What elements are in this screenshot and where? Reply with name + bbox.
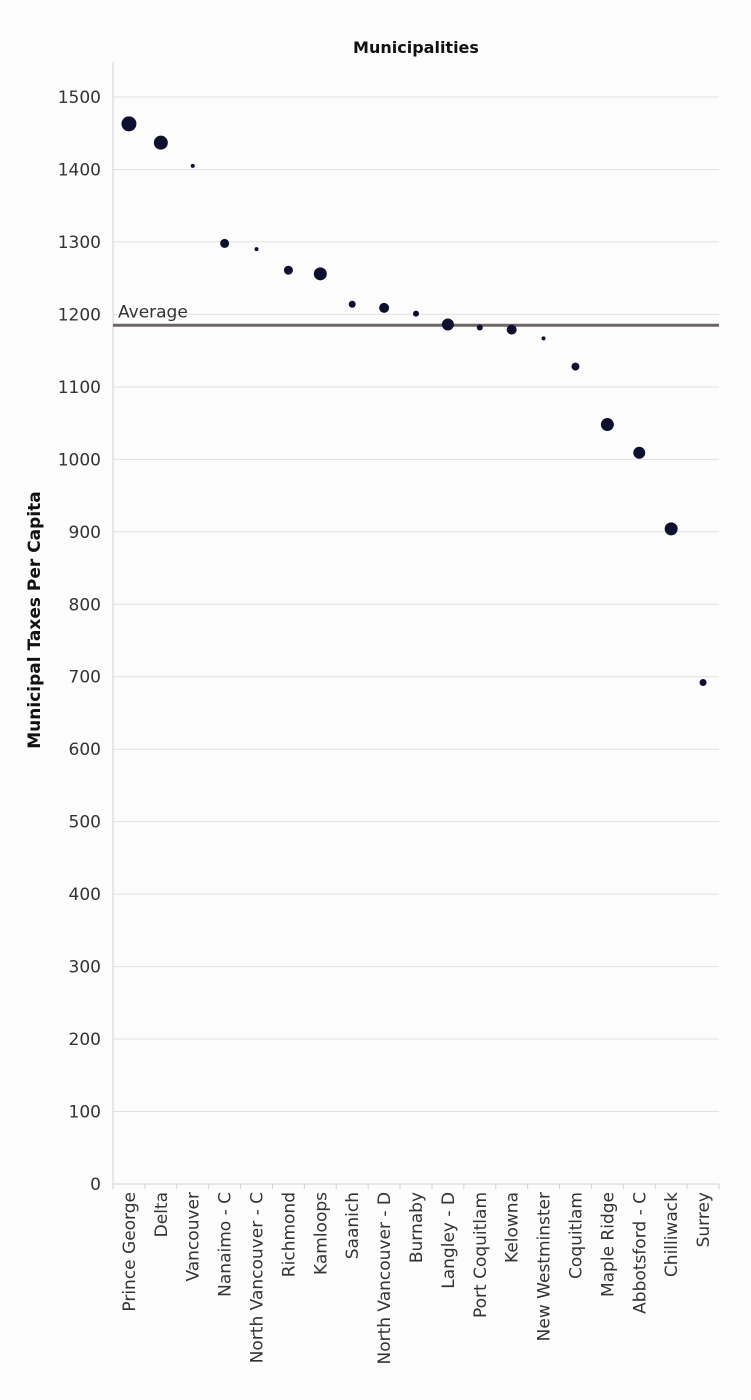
data-point [313,267,327,281]
average-label: Average [118,302,188,322]
x-category-label: Maple Ridge [598,1192,618,1297]
y-tick-label: 300 [69,958,101,978]
y-tick-label: 500 [69,813,101,833]
data-point [220,238,230,248]
data-point [571,362,580,371]
x-category-label: Port Coquitlam [471,1192,491,1318]
x-category-label: Burnaby [407,1192,427,1263]
x-category-labels: Prince George Delta Vancouver Nanaimo - C No… [120,1192,714,1365]
data-point [190,163,195,168]
y-tick-label: 1400 [58,160,101,180]
y-axis-label: Municipal Taxes Per Capita [25,491,45,748]
chart-title: Municipalities [353,38,479,57]
x-category-label: Chilliwack [662,1192,682,1277]
x-category-label: New Westminster [535,1192,555,1341]
x-category-label: Kelowna [503,1192,523,1263]
y-tick-label: 900 [69,523,101,543]
data-point [664,522,678,536]
data-point [506,324,517,335]
y-tick-label: 1200 [58,305,101,325]
y-tick-label: 0 [90,1175,101,1195]
y-tick-label: 600 [69,740,101,760]
data-point [348,300,356,308]
x-category-label: Kamloops [311,1192,331,1275]
data-point [413,310,419,317]
data-point [476,324,483,331]
x-category-label: Nanaimo - C [216,1192,236,1297]
data-point [699,679,707,687]
data-point [379,302,390,313]
x-category-label: Coquitlam [566,1192,586,1279]
axes [112,62,720,1189]
data-point [153,135,168,150]
data-point [121,116,137,132]
y-tick-label: 800 [69,595,101,615]
y-tick-label: 400 [69,885,101,905]
x-category-label: Prince George [120,1192,140,1312]
data-point [541,336,546,341]
average-reference: Average [113,302,719,327]
gridlines [113,96,719,1113]
x-category-label: Langley - D [439,1192,459,1289]
data-point [283,265,293,275]
y-tick-label: 1500 [58,88,101,108]
x-category-label: Saanich [343,1192,363,1259]
y-tick-labels: 0 100 200 300 400 500 600 700 800 900 1000 1100 1200… [58,88,101,1195]
y-tick-label: 700 [69,668,101,688]
y-tick-label: 1100 [58,378,101,398]
data-point [600,418,614,432]
x-category-label: North Vancouver - C [248,1192,268,1363]
x-category-label: Abbotsford - C [630,1192,650,1314]
y-tick-label: 200 [69,1030,101,1050]
data-point [254,247,259,252]
x-category-label: Vancouver [184,1192,204,1282]
data-points [121,116,707,687]
y-tick-label: 1300 [58,233,101,253]
x-category-label: Delta [152,1192,172,1237]
x-category-label: North Vancouver - D [375,1192,395,1365]
y-tick-label: 100 [69,1103,101,1123]
x-category-label: Richmond [279,1192,299,1277]
data-point [441,318,454,331]
data-point [633,446,646,459]
y-tick-label: 1000 [58,450,101,470]
x-category-label: Surrey [694,1192,714,1247]
